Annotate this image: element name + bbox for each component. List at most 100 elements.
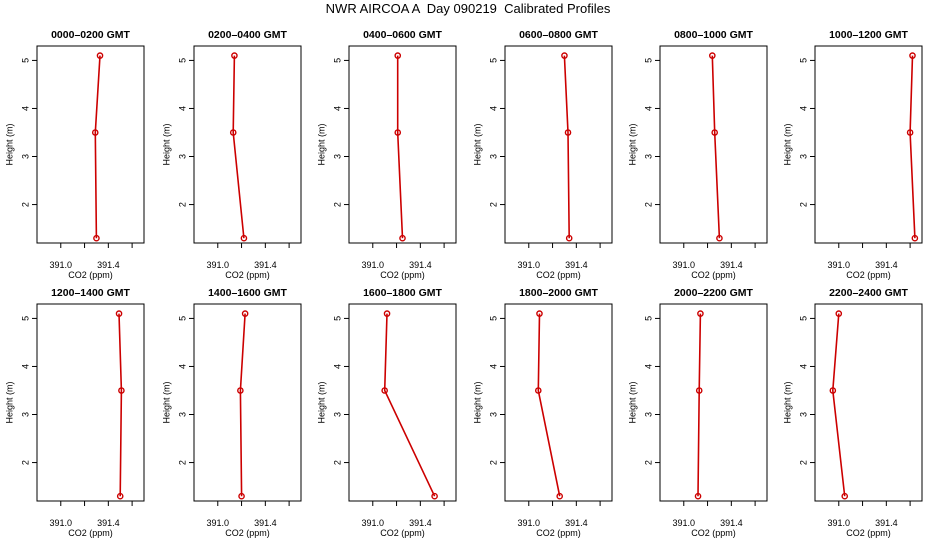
y-axis-label: Height (m)	[161, 123, 171, 165]
plot-frame	[36, 45, 145, 244]
x-axis-label: CO2 (ppm)	[846, 528, 891, 538]
y-tick-label: 2	[177, 460, 187, 465]
profile-line	[909, 55, 916, 239]
y-tick-label: 5	[177, 316, 187, 321]
profile-line	[239, 313, 246, 497]
x-tick-label: 391.0	[50, 260, 73, 270]
y-tick-label: 4	[488, 106, 498, 111]
data-point	[709, 52, 716, 59]
x-tick-label: 391.4	[875, 260, 898, 270]
data-point	[697, 310, 704, 317]
y-axis-label: Height (m)	[316, 123, 326, 165]
y-tick-label: 4	[177, 364, 187, 369]
y-tick-label: 3	[177, 154, 187, 159]
y-tick-label: 5	[20, 58, 30, 63]
profile-line	[118, 313, 123, 497]
panel-title: 0800–1000 GMT	[674, 29, 753, 41]
profile-line	[831, 313, 846, 497]
y-tick-label: 2	[798, 202, 808, 207]
plot-frame	[348, 303, 457, 502]
data-point	[829, 387, 837, 394]
data-point	[394, 129, 402, 136]
plot-frame	[193, 45, 302, 244]
y-axis-label: Height (m)	[4, 381, 14, 423]
y-tick-label: 2	[20, 202, 30, 207]
x-tick-label: 391.4	[254, 518, 277, 528]
x-tick-label: 391.0	[362, 518, 385, 528]
panel-title: 0200–0400 GMT	[208, 29, 287, 41]
x-axis-label: CO2 (ppm)	[380, 528, 425, 538]
panel-title: 2200–2400 GMT	[829, 287, 908, 299]
data-point	[241, 310, 249, 317]
data-point	[906, 129, 914, 136]
y-tick-label: 5	[488, 316, 498, 321]
x-tick-label: 391.0	[673, 260, 696, 270]
x-axis-label: CO2 (ppm)	[225, 528, 270, 538]
plot-frame	[814, 303, 923, 502]
y-tick-label: 5	[798, 316, 808, 321]
x-axis-label: CO2 (ppm)	[380, 270, 425, 280]
data-point	[93, 234, 100, 242]
x-tick-label: 391.4	[97, 260, 120, 270]
y-tick-label: 4	[643, 106, 653, 111]
panel-title: 1000–1200 GMT	[829, 29, 908, 41]
y-axis-label: Height (m)	[782, 123, 792, 165]
data-point	[116, 492, 124, 500]
data-point	[695, 387, 703, 394]
data-point	[564, 129, 572, 136]
x-tick-label: 391.0	[673, 518, 696, 528]
panel-title: 0400–0600 GMT	[363, 29, 442, 41]
y-tick-label: 4	[332, 106, 342, 111]
x-axis-label: CO2 (ppm)	[68, 270, 113, 280]
data-point	[534, 387, 542, 394]
y-tick-label: 4	[798, 106, 808, 111]
y-tick-label: 3	[20, 154, 30, 159]
data-point	[911, 234, 919, 242]
y-tick-label: 5	[643, 316, 653, 321]
y-tick-label: 4	[332, 364, 342, 369]
profile-line	[537, 313, 561, 497]
x-tick-label: 391.4	[875, 518, 898, 528]
x-axis-label: CO2 (ppm)	[691, 270, 736, 280]
y-tick-label: 4	[643, 364, 653, 369]
profile-line	[383, 313, 436, 497]
y-tick-label: 4	[177, 106, 187, 111]
y-tick-label: 5	[332, 58, 342, 63]
x-tick-label: 391.0	[362, 260, 385, 270]
profile-line	[697, 313, 702, 497]
data-point	[96, 52, 104, 59]
x-axis-label: CO2 (ppm)	[536, 528, 581, 538]
plot-frame	[659, 303, 768, 502]
data-point	[91, 129, 99, 136]
y-tick-label: 2	[643, 460, 653, 465]
panel-title: 2000–2200 GMT	[674, 287, 753, 299]
x-tick-label: 391.0	[518, 260, 541, 270]
x-tick-label: 391.4	[97, 518, 120, 528]
y-axis-label: Height (m)	[161, 381, 171, 423]
profile-line	[563, 55, 570, 239]
y-axis-label: Height (m)	[316, 381, 326, 423]
y-tick-label: 5	[20, 316, 30, 321]
data-point	[240, 234, 248, 242]
data-point	[694, 492, 702, 500]
plot-frame	[504, 45, 613, 244]
y-tick-label: 2	[332, 460, 342, 465]
y-tick-label: 3	[798, 412, 808, 417]
y-tick-label: 2	[643, 202, 653, 207]
profile-line	[396, 55, 404, 239]
y-tick-label: 3	[177, 412, 187, 417]
data-point	[115, 310, 123, 317]
x-axis-label: CO2 (ppm)	[225, 270, 270, 280]
x-tick-label: 391.0	[207, 518, 230, 528]
data-point	[835, 310, 843, 317]
y-tick-label: 4	[20, 106, 30, 111]
